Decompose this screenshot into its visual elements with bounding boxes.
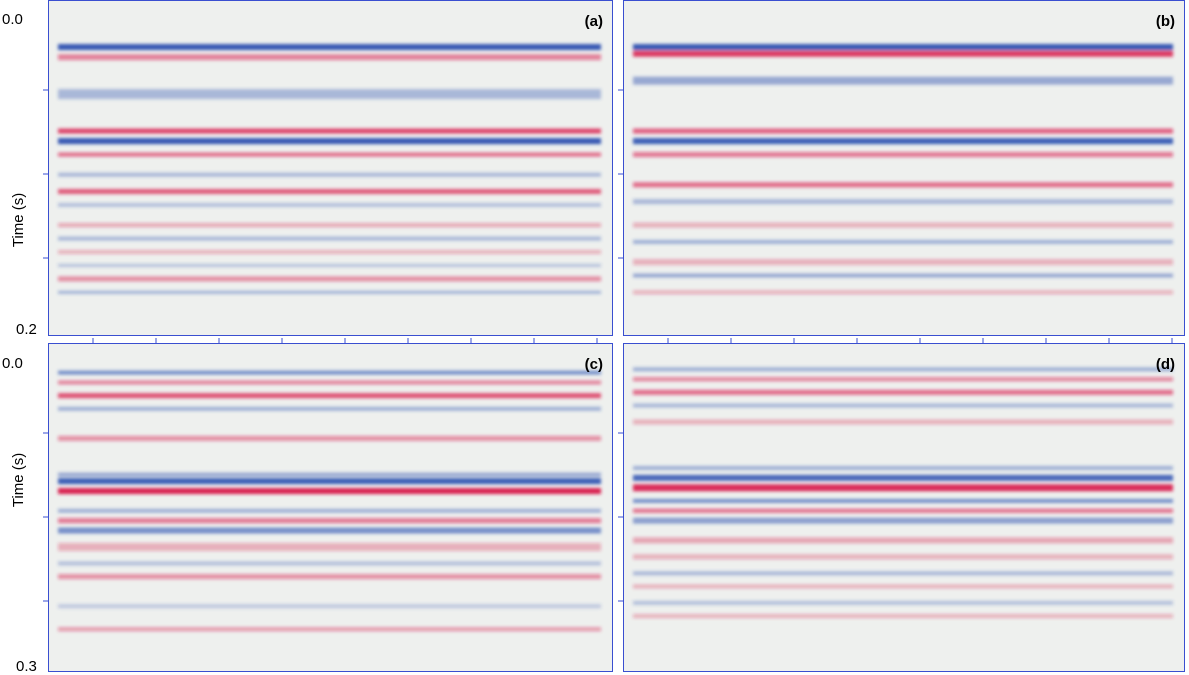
reflector — [633, 554, 1173, 560]
reflector — [633, 508, 1173, 513]
reflector — [58, 488, 601, 495]
reflector — [633, 484, 1173, 492]
y-tick-label: 0.2 — [16, 321, 37, 338]
reflector — [633, 498, 1173, 503]
seismic-image — [58, 44, 601, 294]
reflector — [633, 419, 1173, 425]
reflector — [58, 380, 601, 385]
reflector — [58, 604, 601, 609]
reflector — [58, 89, 601, 100]
reflector — [58, 478, 601, 485]
reflector — [633, 259, 1173, 266]
y-tick-label: 0.0 — [2, 11, 23, 28]
reflector — [58, 250, 601, 254]
reflector — [58, 527, 601, 534]
panel-frame — [48, 0, 613, 336]
reflector — [58, 406, 601, 411]
reflector — [633, 377, 1173, 382]
seismic-panel — [48, 343, 613, 672]
reflector — [58, 393, 601, 399]
panel-frame — [623, 0, 1185, 336]
reflector — [633, 199, 1173, 205]
panel-label: (b) — [1156, 13, 1175, 30]
reflector — [58, 138, 601, 145]
reflector — [58, 542, 601, 551]
seismic-image — [633, 367, 1173, 619]
reflector — [633, 44, 1173, 51]
panel-label: (a) — [585, 13, 603, 30]
reflector — [58, 128, 601, 134]
reflector — [58, 435, 601, 441]
reflector — [58, 172, 601, 177]
panel-label: (d) — [1156, 356, 1175, 373]
reflector — [633, 152, 1173, 158]
reflector — [58, 290, 601, 294]
reflector — [58, 44, 601, 51]
reflector — [58, 189, 601, 195]
reflector — [58, 627, 601, 632]
reflector — [633, 273, 1173, 278]
reflector — [58, 561, 601, 566]
reflector — [633, 76, 1173, 85]
reflector — [58, 236, 601, 241]
reflector — [633, 571, 1173, 576]
reflector — [633, 367, 1173, 372]
reflector — [633, 128, 1173, 134]
reflector — [633, 222, 1173, 228]
reflector — [633, 239, 1173, 244]
panel-label: (c) — [585, 356, 603, 373]
reflector — [58, 518, 601, 524]
reflector — [58, 370, 601, 375]
reflector — [58, 574, 601, 580]
reflector — [633, 290, 1173, 295]
y-axis-label: Time (s) — [10, 193, 27, 247]
reflector — [58, 223, 601, 228]
y-axis-label: Time (s) — [10, 453, 27, 507]
reflector — [633, 466, 1173, 471]
seismic-panel — [48, 0, 613, 336]
reflector — [633, 600, 1173, 605]
reflector — [633, 614, 1173, 619]
reflector — [58, 508, 601, 513]
seismic-image — [633, 44, 1173, 295]
reflector — [633, 389, 1173, 395]
seismic-image — [58, 370, 601, 632]
reflector — [633, 474, 1173, 481]
reflector — [633, 584, 1173, 589]
reflector — [58, 276, 601, 282]
reflector — [58, 472, 601, 477]
reflector — [58, 202, 601, 207]
reflector — [633, 182, 1173, 188]
y-tick-label: 0.3 — [16, 658, 37, 675]
reflector — [633, 517, 1173, 524]
reflector — [633, 138, 1173, 145]
reflector — [58, 54, 601, 61]
reflector — [58, 263, 601, 267]
y-tick-label: 0.0 — [2, 355, 23, 372]
reflector — [633, 403, 1173, 408]
reflector — [58, 152, 601, 157]
panel-frame — [623, 343, 1185, 672]
reflector — [633, 50, 1173, 57]
seismic-panel — [623, 0, 1185, 336]
reflector — [633, 537, 1173, 544]
panel-frame — [48, 343, 613, 672]
